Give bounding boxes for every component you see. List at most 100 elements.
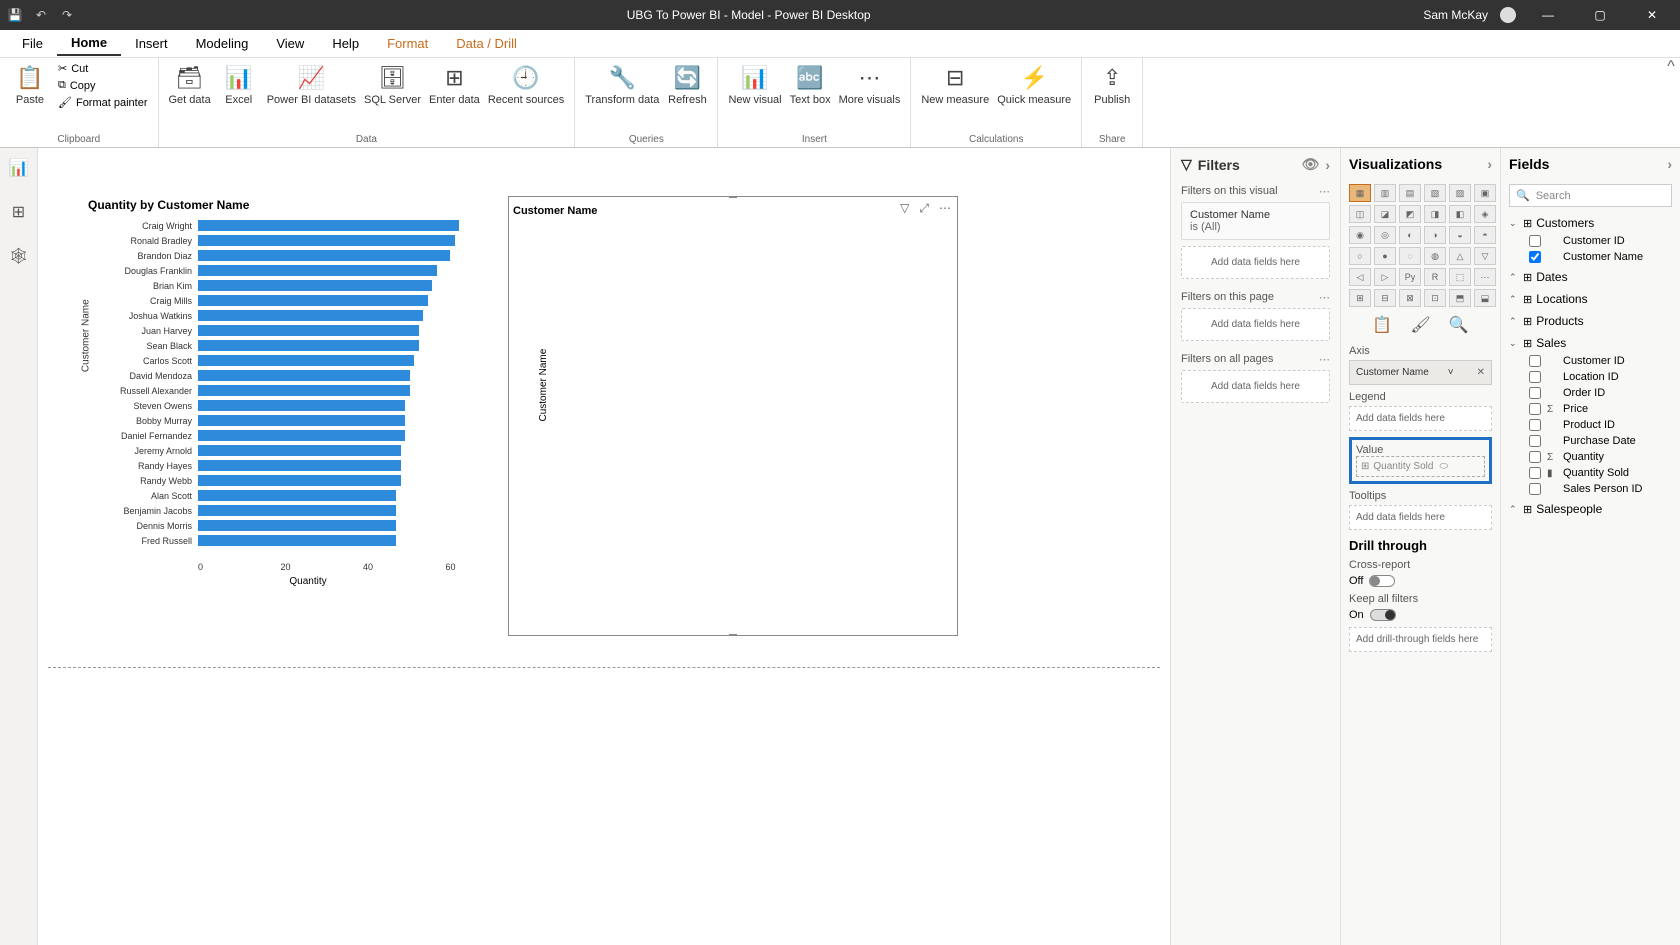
bar[interactable]	[198, 490, 396, 501]
viz-type-2[interactable]: ▤	[1399, 184, 1421, 202]
field-customer-id[interactable]: Customer ID	[1509, 353, 1672, 369]
bar-row[interactable]: Benjamin Jacobs	[198, 503, 528, 518]
field-checkbox[interactable]	[1529, 403, 1541, 415]
publish-button[interactable]: ⇪Publish	[1092, 62, 1132, 106]
legend-well[interactable]: Add data fields here	[1349, 406, 1492, 431]
field-product-id[interactable]: Product ID	[1509, 417, 1672, 433]
bar-row[interactable]: Ronald Bradley	[198, 233, 528, 248]
bar[interactable]	[198, 295, 428, 306]
viz-type-9[interactable]: ◨	[1424, 205, 1446, 223]
section-menu-icon[interactable]: ⋯	[1319, 291, 1330, 304]
field-quantity-sold[interactable]: ▮Quantity Sold	[1509, 465, 1672, 481]
bar-row[interactable]: Sean Black	[198, 338, 528, 353]
field-checkbox[interactable]	[1529, 419, 1541, 431]
viz-type-12[interactable]: ◉	[1349, 226, 1371, 244]
more-visuals-button[interactable]: ⋯More visuals	[839, 62, 901, 106]
viz-type-8[interactable]: ◩	[1399, 205, 1421, 223]
model-view-icon[interactable]: 🕸	[7, 244, 31, 268]
pbi-datasets-button[interactable]: 📈Power BI datasets	[267, 62, 356, 106]
table-customers[interactable]: ⌄⊞Customers	[1509, 213, 1672, 233]
viz-type-1[interactable]: ▥	[1374, 184, 1396, 202]
bar[interactable]	[198, 220, 459, 231]
field-checkbox[interactable]	[1529, 451, 1541, 463]
fields-tab-icon[interactable]: 📋	[1372, 315, 1392, 335]
bar-row[interactable]: Craig Mills	[198, 293, 528, 308]
add-page-filter-well[interactable]: Add data fields here	[1181, 308, 1330, 341]
focus-icon[interactable]: ⤢	[919, 201, 929, 216]
bar-row[interactable]: Russell Alexander	[198, 383, 528, 398]
more-options-icon[interactable]: ⋯	[939, 201, 951, 216]
format-tab-icon[interactable]: 🖌	[1410, 315, 1430, 335]
keep-filters-toggle[interactable]	[1370, 609, 1396, 621]
filter-icon[interactable]: ▽	[900, 201, 909, 216]
field-checkbox[interactable]	[1529, 467, 1541, 479]
resize-handle-bottom[interactable]	[729, 634, 737, 636]
viz-type-31[interactable]: ⊟	[1374, 289, 1396, 307]
bar[interactable]	[198, 235, 455, 246]
bar[interactable]	[198, 250, 450, 261]
viz-type-30[interactable]: ⊞	[1349, 289, 1371, 307]
bar-row[interactable]: Daniel Fernandez	[198, 428, 528, 443]
close-button[interactable]: ✕	[1632, 8, 1672, 22]
viz-type-18[interactable]: ○	[1349, 247, 1371, 265]
viz-type-17[interactable]: ◓	[1474, 226, 1496, 244]
field-price[interactable]: ΣPrice	[1509, 401, 1672, 417]
bar[interactable]	[198, 355, 414, 366]
field-checkbox[interactable]	[1529, 251, 1541, 263]
viz-type-28[interactable]: ⬚	[1449, 268, 1471, 286]
table-products[interactable]: ⌃⊞Products	[1509, 311, 1672, 331]
viz-type-11[interactable]: ◈	[1474, 205, 1496, 223]
format-painter-button[interactable]: 🖌Format painter	[58, 96, 148, 109]
table-dates[interactable]: ⌃⊞Dates	[1509, 267, 1672, 287]
menu-insert[interactable]: Insert	[121, 32, 182, 55]
menu-view[interactable]: View	[262, 32, 318, 55]
maximize-button[interactable]: ▢	[1580, 8, 1620, 22]
viz-type-5[interactable]: ▣	[1474, 184, 1496, 202]
viz-type-14[interactable]: ◐	[1399, 226, 1421, 244]
bar[interactable]	[198, 310, 423, 321]
report-canvas[interactable]: Quantity by Customer Name Customer Name …	[38, 148, 1170, 945]
cut-button[interactable]: ✂Cut	[58, 62, 148, 75]
viz-type-22[interactable]: △	[1449, 247, 1471, 265]
new-measure-button[interactable]: ⊟New measure	[921, 62, 989, 106]
bar[interactable]	[198, 400, 405, 411]
bar-row[interactable]: Jeremy Arnold	[198, 443, 528, 458]
viz-type-29[interactable]: ⋯	[1474, 268, 1496, 286]
bar[interactable]	[198, 460, 401, 471]
viz-type-34[interactable]: ⬒	[1449, 289, 1471, 307]
fields-search[interactable]: 🔍Search	[1509, 184, 1672, 207]
bar[interactable]	[198, 385, 410, 396]
bar[interactable]	[198, 520, 396, 531]
viz-type-35[interactable]: ⬓	[1474, 289, 1496, 307]
redo-icon[interactable]: ↷	[60, 8, 74, 22]
bar[interactable]	[198, 535, 396, 546]
field-customer-id[interactable]: Customer ID	[1509, 233, 1672, 249]
bar-row[interactable]: Steven Owens	[198, 398, 528, 413]
viz-type-0[interactable]: ▦	[1349, 184, 1371, 202]
menu-datadrill[interactable]: Data / Drill	[442, 32, 531, 55]
sql-server-button[interactable]: 🗄SQL Server	[364, 62, 421, 106]
bar-row[interactable]: Fred Russell	[198, 533, 528, 548]
viz-type-7[interactable]: ◪	[1374, 205, 1396, 223]
user-avatar-icon[interactable]	[1500, 7, 1516, 23]
bar-row[interactable]: Randy Hayes	[198, 458, 528, 473]
viz-type-33[interactable]: ⊡	[1424, 289, 1446, 307]
viz-type-13[interactable]: ◎	[1374, 226, 1396, 244]
excel-button[interactable]: 📊Excel	[219, 62, 259, 106]
menu-file[interactable]: File	[8, 32, 57, 55]
table-locations[interactable]: ⌃⊞Locations	[1509, 289, 1672, 309]
bar-row[interactable]: Douglas Franklin	[198, 263, 528, 278]
bar-row[interactable]: Bobby Murray	[198, 413, 528, 428]
axis-well[interactable]: Customer Name˅✕	[1349, 360, 1492, 385]
save-icon[interactable]: 💾	[8, 8, 22, 22]
menu-home[interactable]: Home	[57, 31, 121, 56]
field-checkbox[interactable]	[1529, 371, 1541, 383]
filter-card[interactable]: Customer Name is (All)	[1181, 202, 1330, 240]
eye-icon[interactable]: 👁	[1302, 156, 1320, 173]
field-quantity[interactable]: ΣQuantity	[1509, 449, 1672, 465]
viz-type-4[interactable]: ▨	[1449, 184, 1471, 202]
viz-type-10[interactable]: ◧	[1449, 205, 1471, 223]
resize-handle-top[interactable]	[729, 196, 737, 198]
menu-help[interactable]: Help	[318, 32, 373, 55]
collapse-filters-icon[interactable]: ›	[1325, 157, 1330, 173]
